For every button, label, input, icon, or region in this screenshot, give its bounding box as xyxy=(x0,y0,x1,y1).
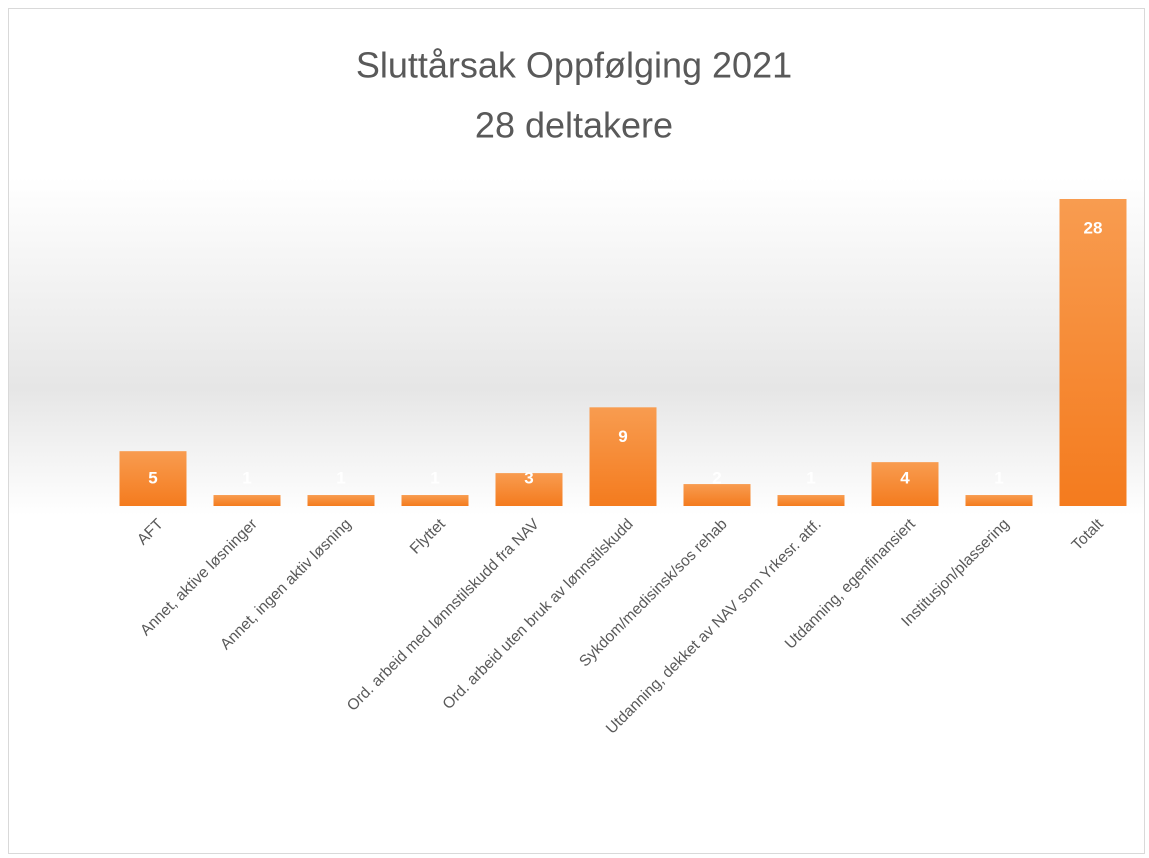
bar xyxy=(683,484,751,506)
data-label: 28 xyxy=(1084,218,1103,237)
data-label: 3 xyxy=(524,468,533,487)
bar xyxy=(495,473,563,506)
data-label: 1 xyxy=(806,468,815,487)
chart-area xyxy=(8,8,1145,854)
data-label: 1 xyxy=(242,468,251,487)
data-label: 4 xyxy=(900,468,910,487)
data-label: 9 xyxy=(618,427,627,446)
chart-subtitle: 28 deltakere xyxy=(475,105,673,146)
data-label: 2 xyxy=(712,468,721,487)
data-label: 1 xyxy=(994,468,1003,487)
bar xyxy=(307,495,375,506)
data-label: 5 xyxy=(148,468,157,487)
bar xyxy=(1059,199,1127,506)
data-label: 1 xyxy=(430,468,439,487)
bar xyxy=(401,495,469,506)
bar xyxy=(777,495,845,506)
data-label: 1 xyxy=(336,468,345,487)
chart-title: Sluttårsak Oppfølging 2021 xyxy=(356,45,792,86)
bar xyxy=(965,495,1033,506)
bar xyxy=(871,462,939,506)
bar xyxy=(119,451,187,506)
bar xyxy=(213,495,281,506)
bar xyxy=(589,407,657,506)
